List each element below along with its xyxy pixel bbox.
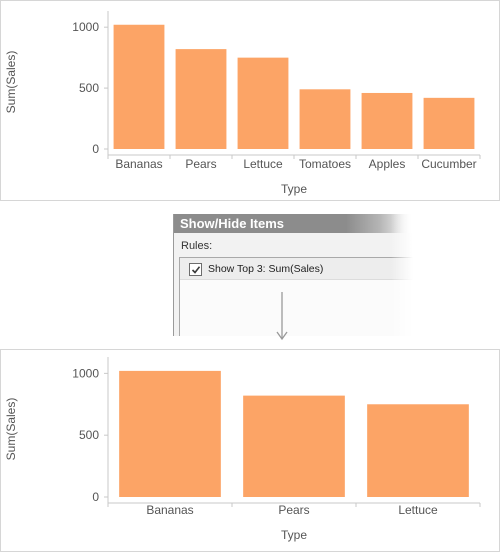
chart-panel-top-3: 0 500 1000 Bananas Pears Lettuce Type Sum(Sales… xyxy=(0,349,500,552)
rules-list: Show Top 3: Sum(Sales) xyxy=(179,257,413,336)
x-tick-label: Cucumber xyxy=(421,157,476,171)
checkmark-icon xyxy=(191,266,201,274)
x-axis-title: Type xyxy=(281,528,307,542)
y-tick-label: 1000 xyxy=(72,20,99,34)
bar xyxy=(361,92,413,149)
x-tick-label: Lettuce xyxy=(398,503,438,517)
bar xyxy=(119,370,221,497)
dialog-title: Show/Hide Items xyxy=(174,214,413,233)
show-hide-items-dialog: Show/Hide Items Rules: Show Top 3: Sum(S… xyxy=(173,214,413,336)
y-tick-label: 0 xyxy=(92,490,99,504)
x-tick-label: Pears xyxy=(278,503,309,517)
rule-item[interactable]: Show Top 3: Sum(Sales) xyxy=(180,258,413,280)
x-tick-label: Lettuce xyxy=(243,157,283,171)
x-tick-label: Bananas xyxy=(115,157,162,171)
y-tick-label: 0 xyxy=(92,142,99,156)
y-axis-title: Sum(Sales) xyxy=(4,51,18,114)
bar xyxy=(237,57,289,149)
rule-label: Show Top 3: Sum(Sales) xyxy=(208,263,324,275)
bar xyxy=(299,89,351,149)
x-tick-label: Bananas xyxy=(146,503,193,517)
y-tick-label: 1000 xyxy=(72,366,99,380)
y-axis-title: Sum(Sales) xyxy=(4,398,18,461)
x-axis-title: Type xyxy=(281,182,307,196)
bar xyxy=(367,404,469,497)
bar-chart-top-3: 0 500 1000 Bananas Pears Lettuce Type Sum(Sales… xyxy=(4,357,481,542)
bar xyxy=(423,97,475,149)
y-tick-label: 500 xyxy=(79,81,99,95)
rules-label: Rules: xyxy=(181,240,213,252)
x-tick-label: Apples xyxy=(369,157,406,171)
bar xyxy=(243,395,345,497)
dialog-fade-edge xyxy=(391,214,413,336)
bar xyxy=(175,49,227,149)
arrow-down-icon xyxy=(276,292,288,341)
rule-checkbox[interactable] xyxy=(189,263,202,276)
bar-chart-all-types: 0 500 1000 Bananas Pears Lettuce Tomatoes Apple… xyxy=(4,11,481,196)
x-tick-label: Tomatoes xyxy=(299,157,351,171)
x-tick-label: Pears xyxy=(185,157,216,171)
bar xyxy=(113,24,165,150)
y-tick-label: 500 xyxy=(79,428,99,442)
chart-panel-all-types: 0 500 1000 Bananas Pears Lettuce Tomatoes Apple… xyxy=(0,0,500,201)
